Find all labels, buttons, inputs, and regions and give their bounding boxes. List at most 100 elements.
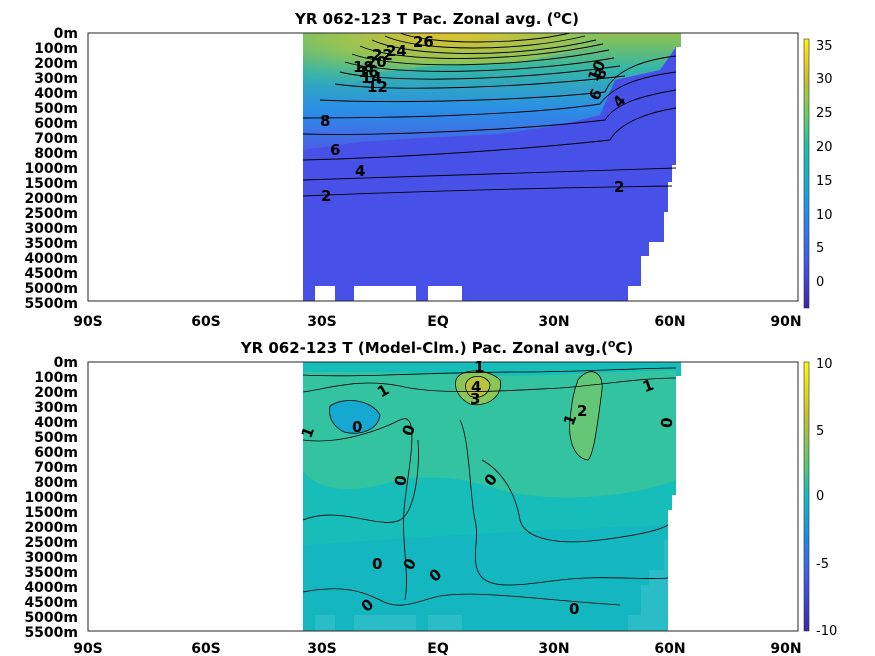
- x-tick-label: 60N: [654, 641, 685, 656]
- panel-1-colorbar: 35 30 25 20 15 10 5 0: [803, 38, 833, 309]
- y-tick-label: 600m: [34, 445, 78, 461]
- colorbar-tick: 5: [816, 241, 824, 256]
- y-tick-label: 0m: [54, 355, 78, 371]
- contour-label: 2: [614, 178, 624, 196]
- x-tick-label: 30S: [307, 641, 337, 656]
- y-tick-label: 1000m: [24, 161, 78, 177]
- panel-1-contours: [302, 33, 677, 197]
- contour-label: 26: [413, 33, 434, 51]
- y-tick-label: 400m: [34, 415, 78, 431]
- colorbar-2-scale: [803, 361, 810, 632]
- y-tick-label: 400m: [34, 86, 78, 102]
- panel-1-title: YR 062-123 T Pac. Zonal avg. (oC): [294, 8, 579, 28]
- panel-1-axes: [87, 32, 799, 302]
- panel-2-x-ticks: 90S 60S 30S EQ 30N 60N 90N: [73, 641, 801, 656]
- colorbar-tick: -10: [816, 624, 837, 639]
- y-tick-label: 200m: [34, 56, 78, 72]
- panel-2-colorbar: 10 5 0 -5 -10: [803, 357, 837, 639]
- panel-2: YR 062-123 T (Model-Clm.) Pac. Zonal avg…: [24, 337, 837, 656]
- y-tick-label: 4500m: [24, 266, 78, 282]
- contour-label: 2: [577, 402, 587, 420]
- contour-label: 0: [569, 600, 579, 618]
- colorbar-tick: 30: [816, 72, 833, 87]
- panel-2-field: [302, 362, 681, 631]
- colorbar-tick: 25: [816, 106, 833, 121]
- y-tick-label: 800m: [34, 475, 78, 491]
- colorbar-tick: -5: [816, 557, 829, 572]
- x-tick-label: 60S: [191, 641, 221, 656]
- y-tick-label: 3000m: [24, 550, 78, 566]
- colorbar-tick: 35: [816, 39, 833, 54]
- y-tick-label: 1500m: [24, 176, 78, 192]
- colorbar-1-scale: [803, 38, 810, 309]
- y-tick-label: 4000m: [24, 251, 78, 267]
- y-tick-label: 3500m: [24, 565, 78, 581]
- x-tick-label: 30N: [538, 641, 569, 656]
- y-tick-label: 500m: [34, 430, 78, 446]
- y-tick-label: 4000m: [24, 580, 78, 596]
- y-tick-label: 2500m: [24, 535, 78, 551]
- panel-2-warm-core-2: [569, 371, 603, 460]
- y-tick-label: 700m: [34, 460, 78, 476]
- x-tick-label: 60S: [191, 314, 221, 330]
- y-tick-label: 300m: [34, 400, 78, 416]
- x-tick-label: EQ: [427, 314, 449, 330]
- contour-label: 18: [353, 58, 374, 76]
- y-tick-label: 5500m: [24, 296, 78, 312]
- contour-label: 12: [367, 78, 388, 96]
- y-tick-label: 200m: [34, 385, 78, 401]
- panel-1-y-ticks: 0m 100m 200m 300m 400m 500m 600m 700m 80…: [24, 26, 78, 312]
- x-tick-label: 90S: [73, 314, 103, 330]
- colorbar-tick: 15: [816, 174, 833, 189]
- x-tick-label: 60N: [654, 314, 685, 330]
- contour-label: 0: [372, 555, 382, 573]
- panel-1-warm-pool: [303, 33, 600, 100]
- y-tick-label: 300m: [34, 71, 78, 87]
- contour-label: 22: [372, 46, 393, 64]
- y-tick-label: 600m: [34, 116, 78, 132]
- y-tick-label: 5000m: [24, 610, 78, 626]
- contour-label: 0: [352, 418, 362, 436]
- colorbar-tick: 10: [816, 208, 833, 223]
- y-tick-label: 4500m: [24, 595, 78, 611]
- x-tick-label: EQ: [427, 641, 449, 656]
- panel-2-axes: [87, 361, 799, 632]
- y-tick-label: 2000m: [24, 520, 78, 536]
- panel-1-field: [302, 33, 681, 301]
- y-tick-label: 100m: [34, 41, 78, 57]
- colorbar-tick: 5: [816, 424, 824, 439]
- panel-2-title: YR 062-123 T (Model-Clm.) Pac. Zonal avg…: [240, 337, 634, 357]
- y-tick-label: 1000m: [24, 490, 78, 506]
- y-tick-label: 500m: [34, 101, 78, 117]
- y-tick-label: 2000m: [24, 191, 78, 207]
- x-tick-label: 90N: [770, 641, 801, 656]
- contour-label: 0: [391, 474, 411, 487]
- y-tick-label: 3000m: [24, 221, 78, 237]
- contour-label: 4: [471, 378, 481, 396]
- contour-label: 16: [358, 63, 379, 81]
- contour-label: 3: [470, 390, 480, 408]
- x-tick-label: 30S: [307, 314, 337, 330]
- y-tick-label: 5000m: [24, 281, 78, 297]
- contour-label: 8: [320, 112, 330, 130]
- contour-label: 0: [658, 417, 677, 429]
- panel-2-cold-core: [329, 400, 380, 434]
- y-tick-label: 3500m: [24, 236, 78, 252]
- y-tick-label: 700m: [34, 131, 78, 147]
- y-tick-label: 5500m: [24, 625, 78, 641]
- colorbar-tick: 0: [816, 275, 824, 290]
- colorbar-tick: 20: [816, 140, 833, 155]
- y-tick-label: 100m: [34, 370, 78, 386]
- contour-label: 2: [321, 187, 331, 205]
- panel-2-contours: [302, 367, 677, 606]
- panel-1: YR 062-123 T Pac. Zonal avg. (oC): [24, 8, 832, 330]
- y-tick-label: 800m: [34, 146, 78, 162]
- contour-label: 6: [330, 141, 340, 159]
- panel-2-core-inner: [465, 376, 490, 398]
- y-tick-label: 2500m: [24, 206, 78, 222]
- contour-label: 24: [386, 42, 407, 60]
- y-tick-label: 1500m: [24, 505, 78, 521]
- panel-1-x-ticks: 90S 60S 30S EQ 30N 60N 90N: [73, 314, 801, 330]
- colorbar-tick: 10: [816, 357, 833, 372]
